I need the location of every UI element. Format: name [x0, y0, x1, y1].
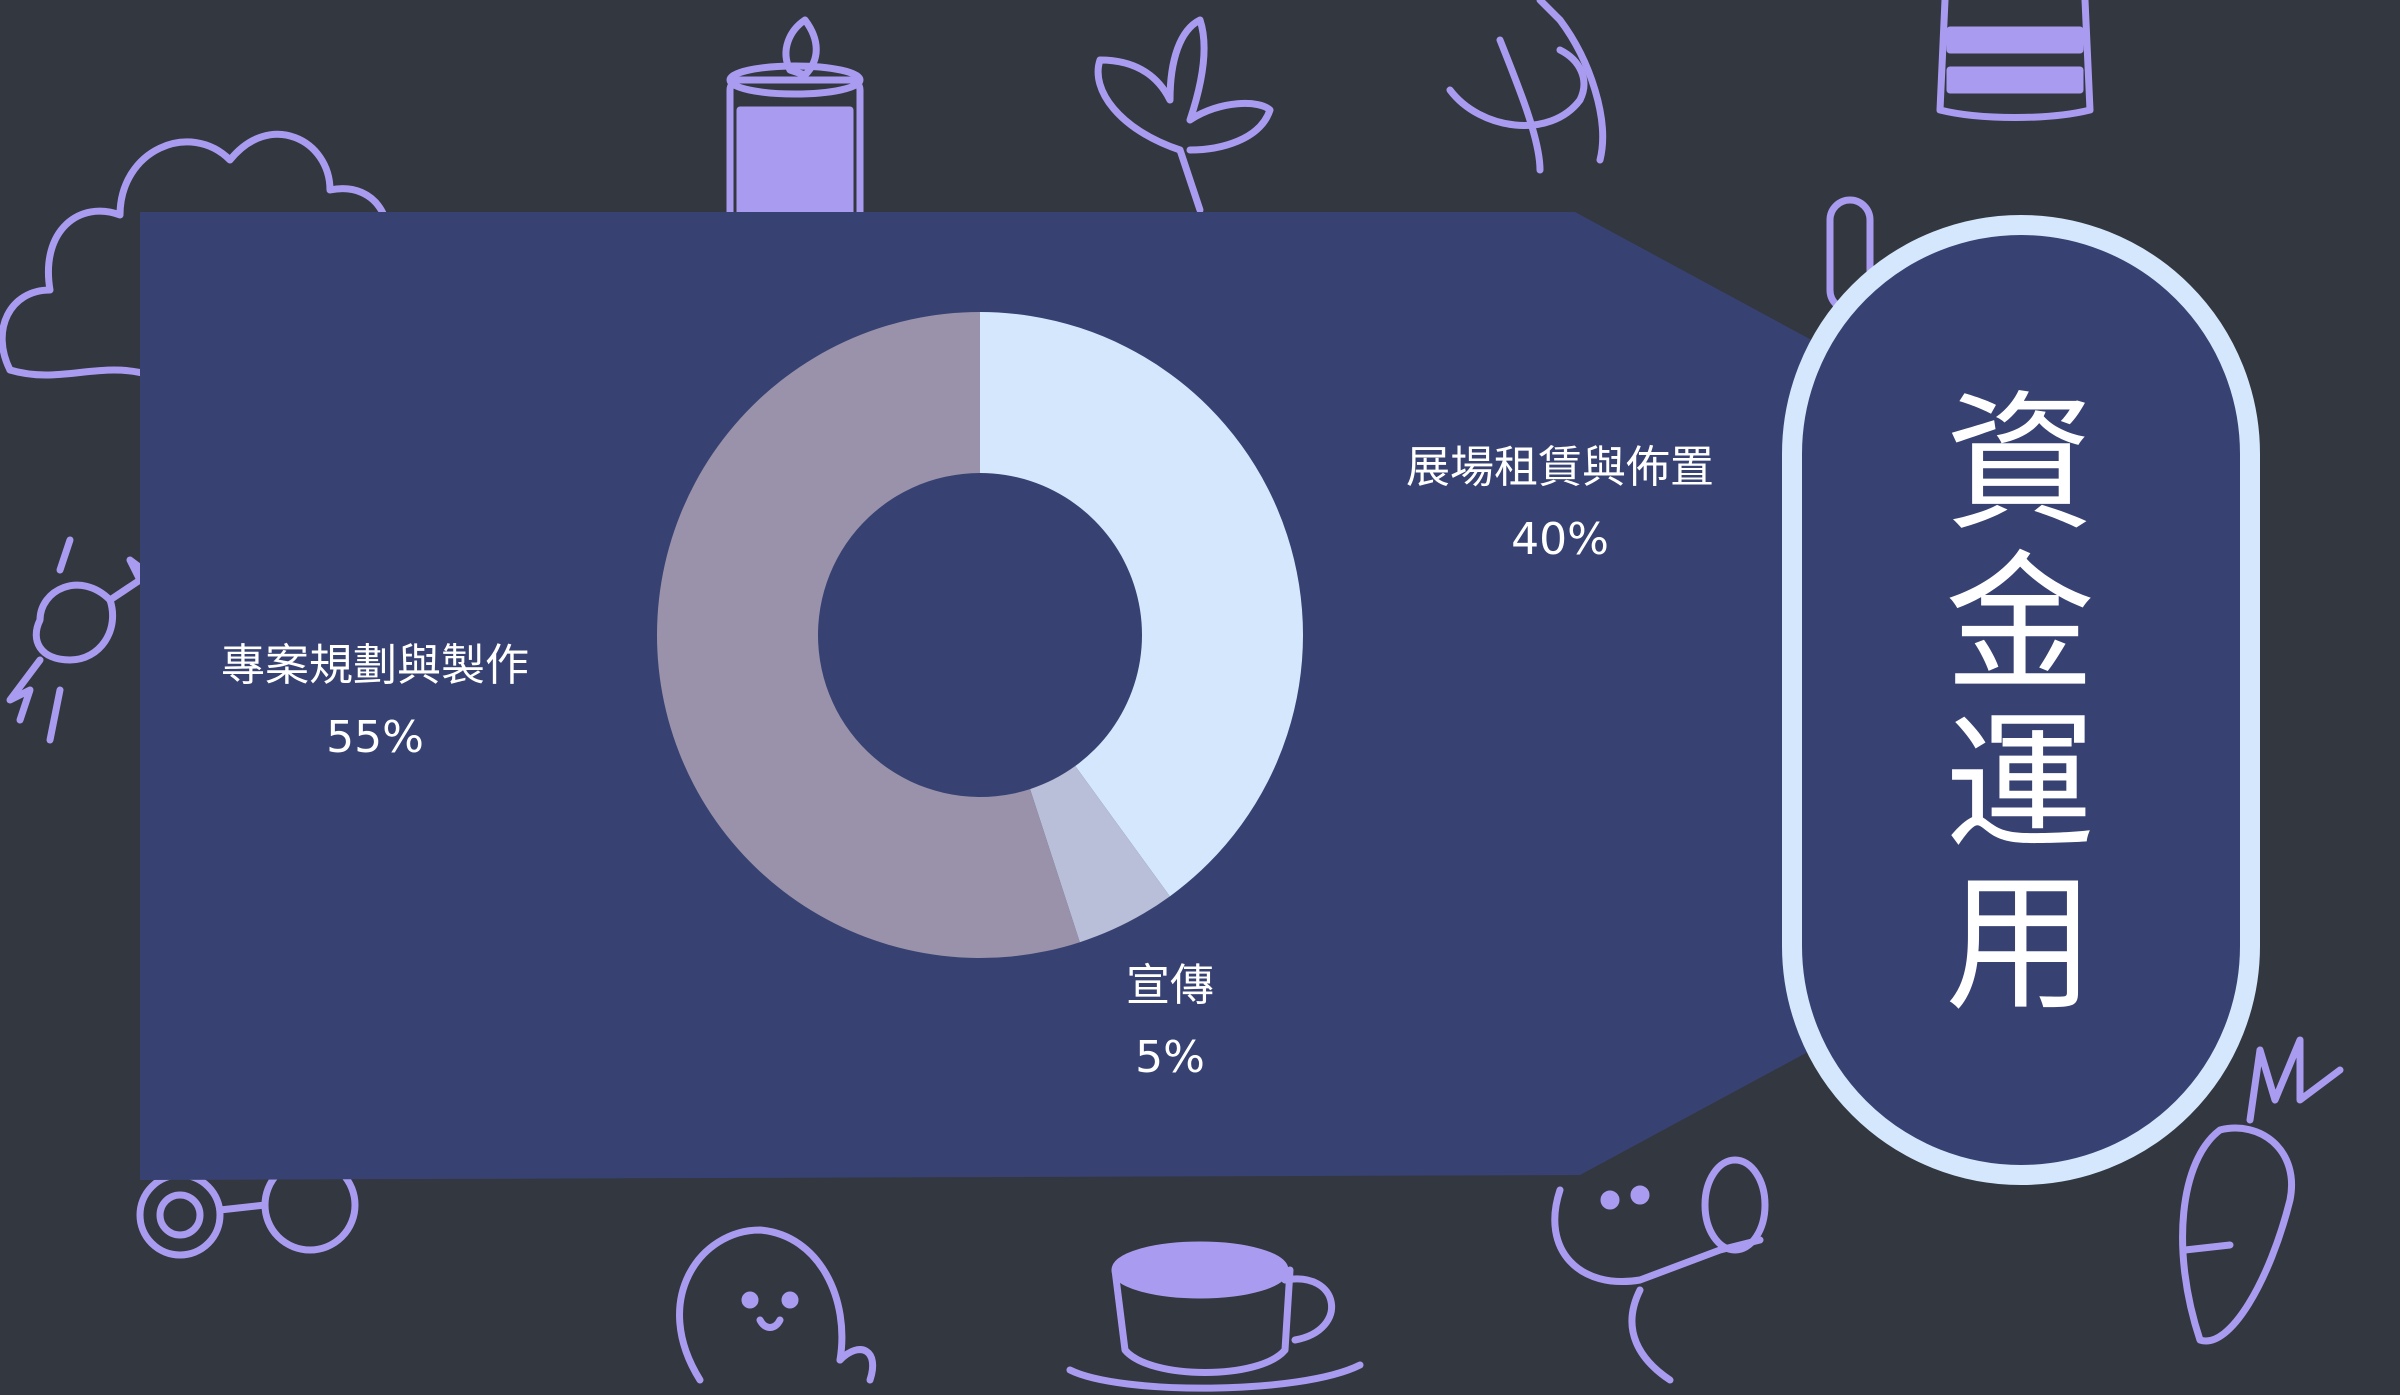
- hairdryer-icon: [1551, 1156, 1769, 1384]
- donut-segment-0: [980, 312, 1303, 897]
- onigiri-icon: [676, 1226, 877, 1384]
- title-char-2: 運: [1944, 698, 2095, 872]
- teacup-icon: [1066, 1241, 1364, 1392]
- title-capsule: [1782, 215, 2260, 1185]
- label-venue-value: 40%: [1511, 514, 1609, 565]
- panel-shape: [140, 212, 1830, 1180]
- title-char-0: 資: [1944, 378, 2095, 552]
- label-promotion: 宣傳 5%: [1070, 950, 1270, 1094]
- page-title: 資金運用: [1790, 230, 2250, 1180]
- title-char-1: 金: [1944, 538, 2095, 712]
- cake-icon: [1936, 0, 2094, 121]
- label-venue-name: 展場租賃與佈置: [1406, 442, 1714, 493]
- banana-icon: [1446, 0, 1607, 174]
- carrot-icon: [2179, 1036, 2344, 1345]
- label-promotion-name: 宣傳: [1126, 960, 1214, 1011]
- title-char-3: 用: [1944, 858, 2095, 1032]
- donut-segment-2: [657, 312, 1080, 958]
- label-promotion-value: 5%: [1135, 1032, 1205, 1083]
- donut-chart: [657, 312, 1303, 958]
- label-venue: 展場租賃與佈置 40%: [1380, 432, 1740, 576]
- label-planning-name: 專案規劃與製作: [221, 640, 529, 691]
- donut-segment-1: [1030, 766, 1170, 943]
- label-planning-value: 55%: [326, 712, 424, 763]
- leaf-icon: [1094, 16, 1274, 214]
- label-planning: 專案規劃與製作 55%: [195, 630, 555, 774]
